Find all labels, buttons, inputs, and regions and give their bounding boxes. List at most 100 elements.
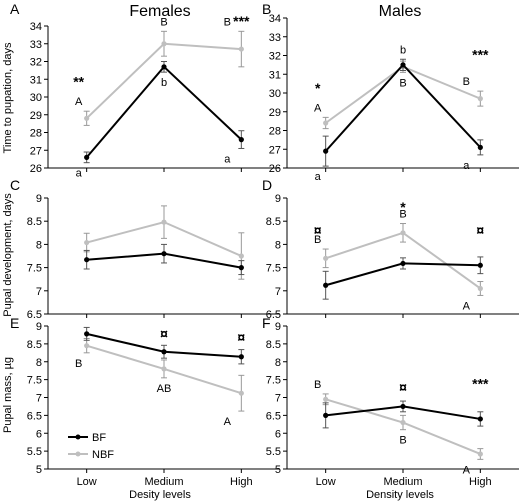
y-axis-label-middle: Pupal development, days (2, 193, 14, 317)
y-tick-label: 5.5 (266, 446, 281, 458)
x-tick-label: Low (316, 476, 336, 488)
panel-d: D 6.5 7 7.5 8 8.5 9 B B A ¤ * ¤ (262, 177, 519, 321)
y-tick-label: 32 (30, 57, 42, 69)
panel-c: C 6.5 7 7.5 8 8.5 9 (10, 177, 280, 321)
y-tick-label: 7.5 (266, 263, 281, 275)
significance-letter: B (314, 379, 321, 391)
legend-bf-label: BF (92, 432, 106, 444)
significance-letter: A (224, 416, 232, 428)
data-point-bf (400, 62, 406, 68)
data-point-nbf (400, 230, 406, 236)
x-tick-label: High (469, 476, 492, 488)
y-tick-label: 8.5 (266, 339, 281, 351)
y-tick-label: 26 (269, 163, 281, 175)
y-tick-label: 34 (269, 13, 281, 25)
data-point-nbf (323, 396, 329, 402)
data-point-bf (323, 412, 329, 418)
y-tick-label: 27 (30, 145, 42, 157)
y-tick-label: 6.5 (27, 410, 42, 422)
data-point-nbf (161, 219, 167, 225)
significance-letter: b (161, 77, 167, 89)
significance-letter: a (463, 160, 470, 172)
y-tick-label: 29 (269, 107, 281, 119)
significance-annotation: ¤ (399, 379, 407, 395)
y-axis-label-top: Time to pupation, days (2, 42, 14, 153)
y-tick-label: 7.5 (27, 263, 42, 275)
y-tick-label: 5.5 (27, 446, 42, 458)
data-point-nbf (323, 120, 329, 126)
y-tick-label: 6.5 (266, 309, 281, 321)
significance-annotation: * (400, 199, 406, 215)
y-tick-label: 28 (30, 128, 42, 140)
data-point-nbf (400, 419, 406, 426)
y-tick-label: 31 (269, 69, 281, 81)
y-tick-label: 8.5 (266, 216, 281, 228)
significance-letter: a (315, 171, 322, 183)
significance-letter: A (314, 102, 322, 114)
panel-letter: C (10, 177, 20, 193)
significance-annotation: ¤ (314, 222, 322, 238)
y-tick-label: 9 (36, 321, 42, 333)
y-tick-label: 27 (269, 144, 281, 156)
significance-annotation: *** (233, 13, 250, 29)
series-line-nbf (325, 65, 481, 124)
significance-letter: B (314, 234, 321, 246)
significance-letter: B (160, 16, 167, 28)
y-tick-label: 9 (275, 193, 281, 205)
significance-annotation: *** (472, 46, 489, 62)
x-tick-label: Medium (383, 476, 422, 488)
data-point-bf (161, 64, 167, 70)
data-point-bf (323, 148, 329, 154)
significance-annotation: ¤ (160, 326, 168, 342)
data-point-bf (84, 331, 90, 337)
data-point-bf (323, 282, 329, 288)
data-point-bf (238, 265, 244, 271)
x-axis-label-right: Density levels (366, 489, 434, 501)
significance-letter: a (76, 168, 83, 180)
x-tick-label: High (230, 476, 253, 488)
data-point-nbf (238, 390, 244, 396)
panel-letter: B (262, 1, 271, 17)
data-point-nbf (477, 285, 483, 292)
x-tick-label: Low (77, 476, 97, 488)
y-tick-label: 7 (36, 393, 42, 405)
panel-letter: F (262, 315, 271, 331)
significance-letter: AB (157, 383, 172, 395)
panel-e: E 5 5.5 6 6.5 7 7.5 8 8.5 9 Low Medium High B AB A ¤ ¤ (10, 315, 280, 488)
significance-letter: B (463, 76, 470, 88)
data-point-bf (84, 154, 90, 160)
data-point-bf (477, 262, 483, 268)
y-tick-label: 9 (275, 321, 281, 333)
data-point-bf (84, 257, 90, 263)
panel-f: F 5 5.5 6 6.5 7 7.5 8 8.5 9 Low Medium High B B A ¤ *** (262, 315, 519, 488)
data-point-bf (238, 137, 244, 143)
y-tick-label: 8 (275, 357, 281, 369)
panel-letter: A (10, 1, 20, 17)
y-tick-label: 8.5 (27, 339, 42, 351)
y-tick-label: 30 (269, 88, 281, 100)
significance-letter: a (224, 153, 231, 165)
data-point-nbf (84, 115, 90, 121)
legend: BF NBF (68, 432, 114, 461)
y-tick-label: 6.5 (266, 410, 281, 422)
significance-letter: B (399, 77, 406, 89)
y-tick-label: 6 (275, 428, 281, 440)
data-point-nbf (161, 366, 167, 372)
significance-letter: B (399, 209, 406, 221)
x-tick-label: Medium (144, 476, 183, 488)
data-point-nbf (238, 253, 244, 259)
y-tick-label: 29 (30, 110, 42, 122)
y-tick-label: 6.5 (27, 309, 42, 321)
significance-annotation: *** (472, 376, 489, 392)
y-tick-label: 32 (269, 51, 281, 63)
panel-letter: D (262, 177, 272, 193)
y-tick-label: 33 (269, 32, 281, 44)
data-point-bf (477, 144, 483, 150)
y-tick-label: 26 (30, 163, 42, 175)
legend-bf-marker (75, 434, 81, 440)
data-point-bf (238, 354, 244, 360)
data-point-bf (400, 403, 406, 410)
